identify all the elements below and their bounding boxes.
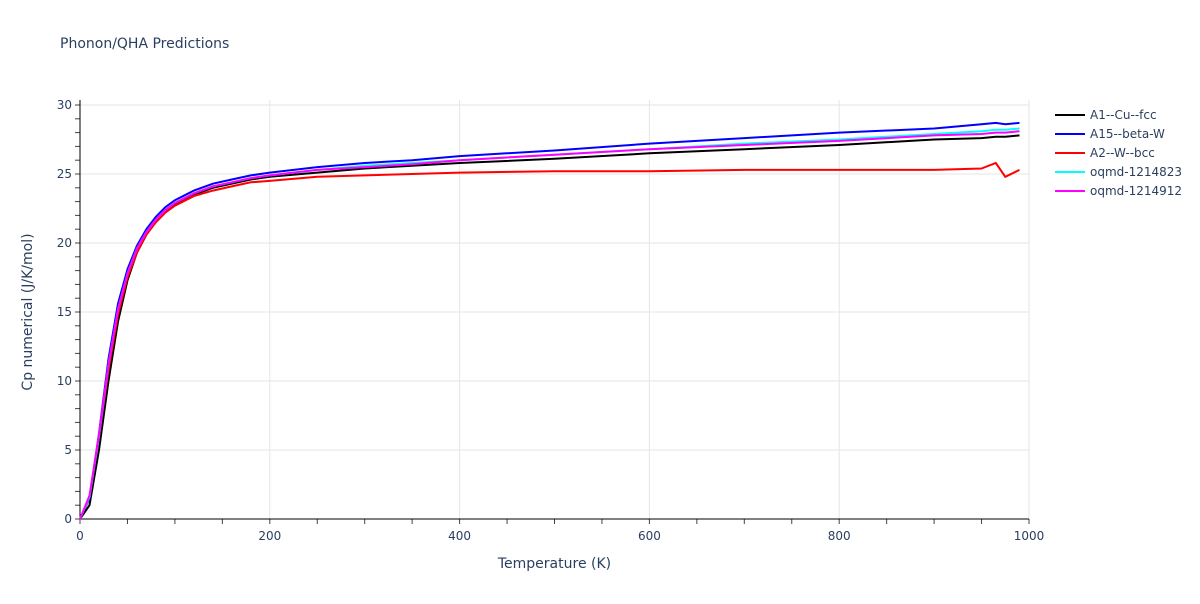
series-line-oqmd-1214912[interactable] xyxy=(79,130,1020,520)
legend-item[interactable]: A1--Cu--fcc xyxy=(1055,108,1157,122)
y-tick-label: 20 xyxy=(57,236,72,250)
x-axis-label: Temperature (K) xyxy=(497,556,611,572)
x-tick-label: 200 xyxy=(258,529,281,543)
x-tick-label: 600 xyxy=(638,529,661,543)
legend-swatch xyxy=(1055,152,1085,154)
y-tick-label: 30 xyxy=(57,98,72,112)
legend-item[interactable]: oqmd-1214823 xyxy=(1055,165,1182,179)
x-tick-label: 0 xyxy=(76,529,84,543)
series-line-A15--beta-W[interactable] xyxy=(79,121,1020,520)
y-tick-label: 15 xyxy=(57,305,72,319)
y-tick-label: 0 xyxy=(64,512,72,526)
legend-item[interactable]: A15--beta-W xyxy=(1055,127,1165,141)
legend-label: oqmd-1214823 xyxy=(1090,165,1183,179)
legend-label: A1--Cu--fcc xyxy=(1090,108,1157,122)
y-tick-label: 25 xyxy=(57,167,72,181)
y-axis-label: Cp numerical (J/K/mol) xyxy=(20,233,36,390)
series-line-A1--Cu--fcc[interactable] xyxy=(79,134,1020,520)
y-tick-label: 5 xyxy=(64,443,72,457)
legend-swatch xyxy=(1055,114,1085,116)
legend-item[interactable]: A2--W--bcc xyxy=(1055,146,1155,160)
chart-title: Phonon/QHA Predictions xyxy=(60,36,230,52)
x-tick-label: 1000 xyxy=(1014,529,1045,543)
legend-swatch xyxy=(1055,133,1085,135)
legend-item[interactable]: oqmd-1214912 xyxy=(1055,184,1182,198)
y-tick-label: 10 xyxy=(57,374,72,388)
legend-label: A2--W--bcc xyxy=(1090,146,1155,160)
legend-label: oqmd-1214912 xyxy=(1090,184,1183,198)
x-tick-label: 400 xyxy=(448,529,471,543)
legend-label: A15--beta-W xyxy=(1090,127,1165,141)
series-line-A2--W--bcc[interactable] xyxy=(79,161,1020,520)
legend-swatch xyxy=(1055,171,1085,173)
x-tick-label: 800 xyxy=(828,529,851,543)
legend-swatch xyxy=(1055,190,1085,192)
